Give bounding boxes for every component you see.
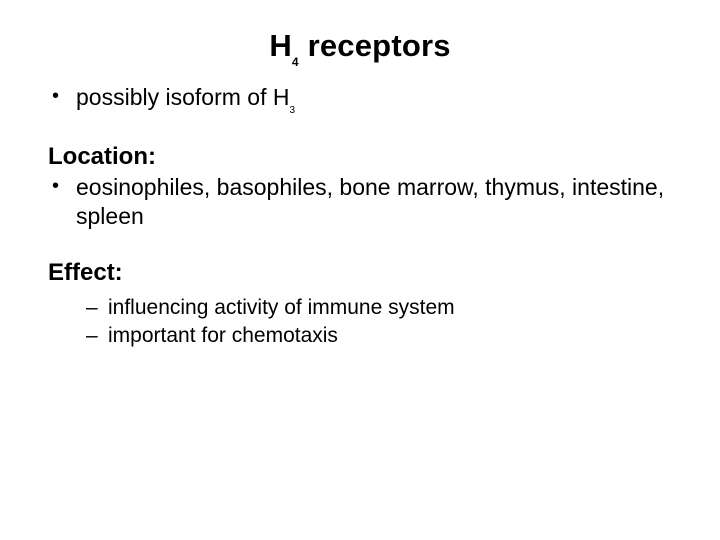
list-item: possibly isoform of H3 [48,83,672,115]
spacer [48,245,672,251]
spacer [48,129,672,135]
location-bullet-list: eosinophiles, basophiles, bone marrow, t… [48,173,672,231]
title-subscript: 4 [292,55,299,69]
list-item: influencing activity of immune system [86,295,672,322]
intro-text-pre: possibly isoform of H [76,84,289,110]
title-text-pre: H [269,28,292,63]
title-text-post: receptors [299,28,451,63]
list-item: eosinophiles, basophiles, bone marrow, t… [48,173,672,231]
intro-subscript: 3 [289,105,295,116]
section-label-location: Location: [48,143,672,171]
list-item: important for chemotaxis [86,323,672,350]
intro-bullet-list: possibly isoform of H3 [48,83,672,115]
effect-dash-list: influencing activity of immune system im… [48,295,672,351]
slide: H4 receptors possibly isoform of H3 Loca… [0,0,720,540]
slide-title: H4 receptors [48,28,672,67]
section-label-effect: Effect: [48,259,672,287]
